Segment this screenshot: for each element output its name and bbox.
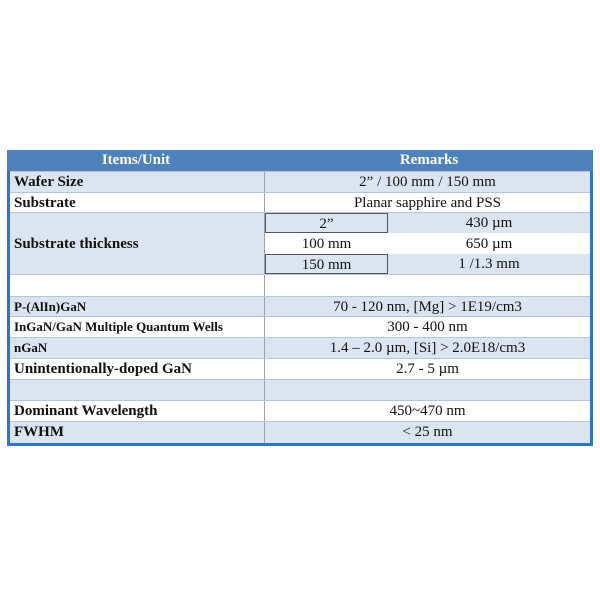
item-cell: [10, 380, 265, 400]
value-cell: 650 µm: [465, 236, 513, 252]
header-remarks: Remarks: [399, 152, 459, 168]
table-row: FWHM < 25 nm: [10, 421, 590, 443]
table-body: Wafer Size 2” / 100 mm / 150 mm Substrat…: [7, 171, 593, 446]
item-cell: Unintentionally-doped GaN: [10, 359, 265, 379]
table-row: nGaN 1.4 – 2.0 µm, [Si] > 2.0E18/cm3: [10, 337, 590, 358]
table-row: Wafer Size 2” / 100 mm / 150 mm: [10, 171, 590, 192]
table-row: InGaN/GaN Multiple Quantum Wells 300 - 4…: [10, 316, 590, 337]
table-header: Items/Unit Remarks: [7, 150, 593, 171]
item-cell: Substrate thickness: [10, 213, 265, 275]
remark-cell: < 25 nm: [402, 424, 453, 440]
table-row: P-(AlIn)GaN 70 - 120 nm, [Mg] > 1E19/cm3: [10, 296, 590, 317]
remark-cell: [265, 275, 590, 296]
item-cell: P-(AlIn)GaN: [10, 297, 265, 317]
remark-cell: [265, 380, 590, 400]
table-row: Dominant Wavelength 450~470 nm: [10, 400, 590, 421]
table-row: Unintentionally-doped GaN 2.7 - 5 µm: [10, 358, 590, 379]
size-cell: 2”: [265, 213, 388, 233]
remark-cell: Planar sapphire and PSS: [353, 194, 502, 211]
sub-row: 100 mm 650 µm: [265, 234, 590, 254]
table-row: [10, 274, 590, 296]
item-cell: Wafer Size: [10, 172, 265, 192]
remark-cell: 2.7 - 5 µm: [396, 360, 459, 377]
size-cell: 100 mm: [301, 236, 352, 252]
sub-row: 2” 430 µm: [265, 213, 590, 233]
sub-row: 150 mm 1 /1.3 mm: [265, 254, 590, 274]
remark-cell: 450~470 nm: [389, 402, 466, 419]
remark-cell: 300 - 400 nm: [387, 318, 468, 335]
size-cell: 150 mm: [265, 254, 388, 274]
value-cell: 1 /1.3 mm: [458, 256, 520, 272]
remark-cell: 2” / 100 mm / 150 mm: [359, 173, 496, 190]
value-cell: 430 µm: [465, 215, 513, 231]
item-cell: [10, 275, 265, 296]
item-cell: Substrate: [10, 193, 265, 213]
remark-cell: 1.4 – 2.0 µm, [Si] > 2.0E18/cm3: [329, 339, 526, 356]
item-cell: FWHM: [10, 422, 265, 443]
header-items-unit: Items/Unit: [101, 152, 171, 168]
item-cell: Dominant Wavelength: [10, 401, 265, 421]
table-row: Substrate thickness 2” 430 µm 100 mm 650…: [10, 212, 590, 275]
remark-cell: 70 - 120 nm, [Mg] > 1E19/cm3: [333, 298, 522, 315]
table-row: [10, 379, 590, 400]
item-cell: nGaN: [10, 338, 265, 358]
item-cell: InGaN/GaN Multiple Quantum Wells: [10, 317, 265, 337]
table-row: Substrate Planar sapphire and PSS: [10, 192, 590, 213]
